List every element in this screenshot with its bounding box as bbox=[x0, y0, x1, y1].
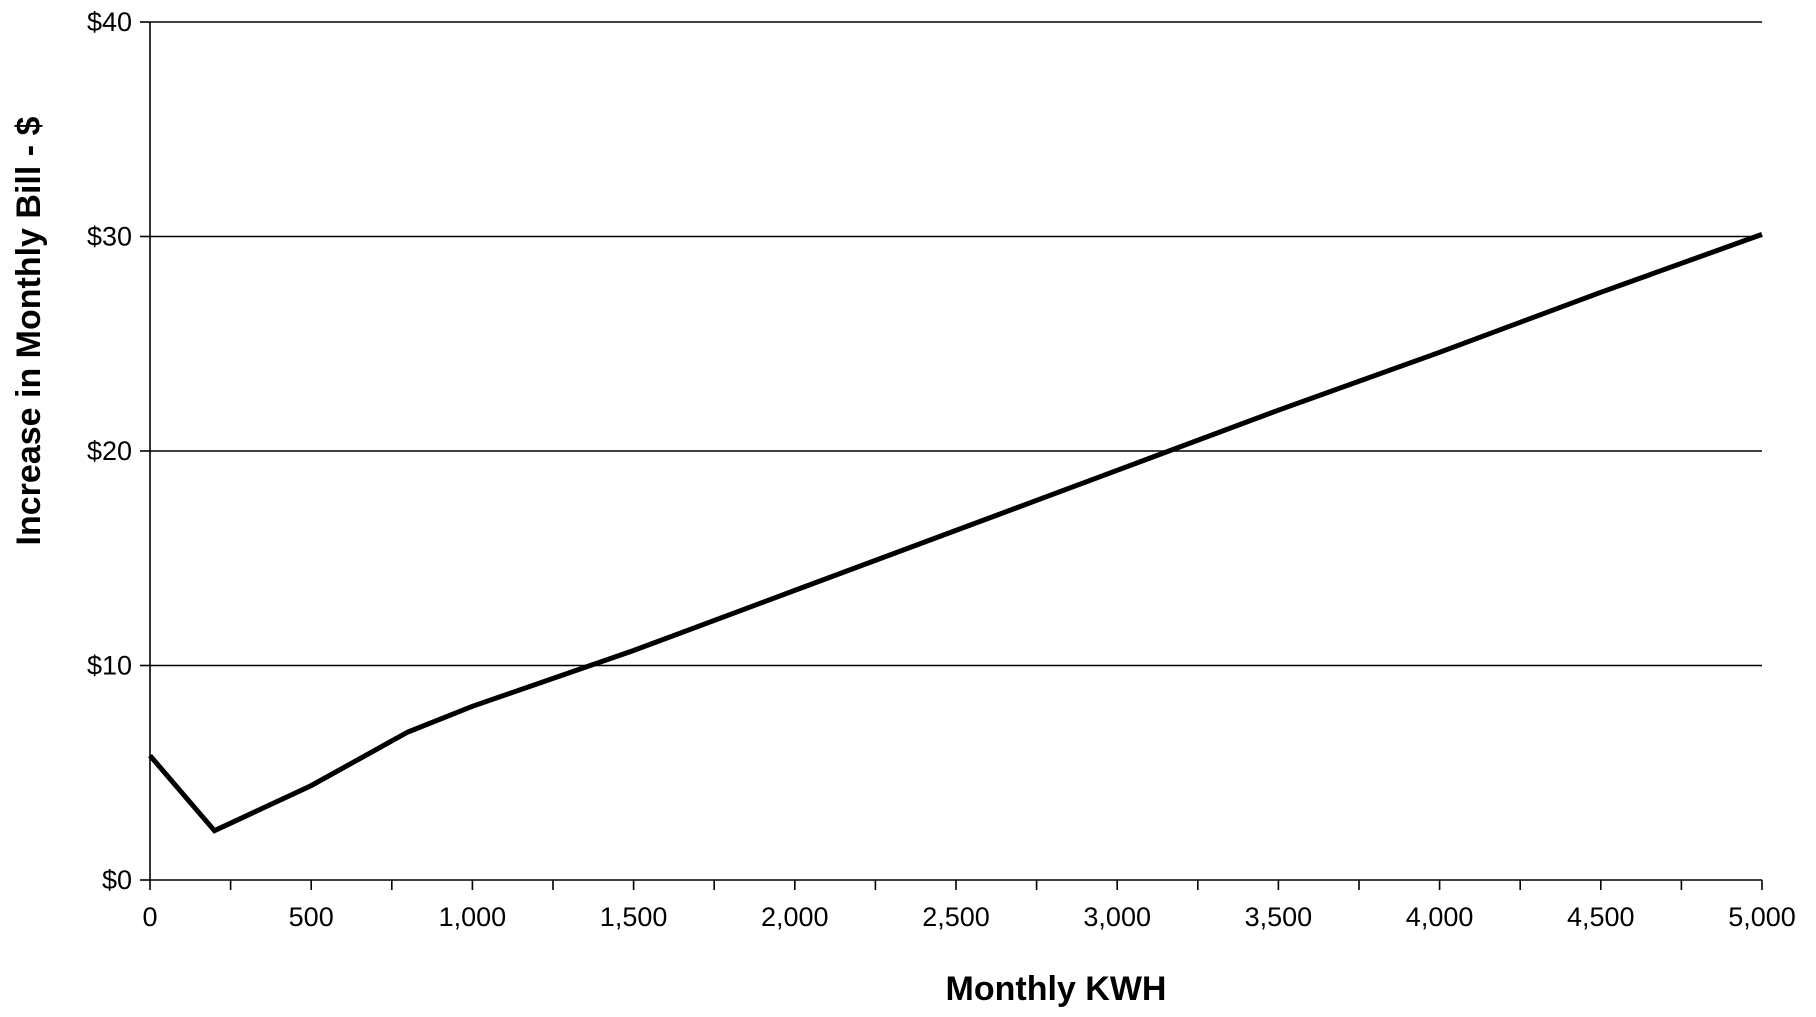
x-tick-label: 500 bbox=[289, 902, 334, 932]
y-tick-label: $10 bbox=[87, 651, 132, 681]
x-tick-label: 1,000 bbox=[439, 902, 507, 932]
series-line bbox=[148, 232, 1763, 834]
x-tick-label: 2,500 bbox=[922, 902, 990, 932]
x-tick-label: 0 bbox=[142, 902, 157, 932]
x-tick-label: 5,000 bbox=[1728, 902, 1796, 932]
y-tick-label: $0 bbox=[102, 865, 132, 895]
y-axis-title: Increase in Monthly Bill - $ bbox=[10, 116, 48, 545]
x-axis-title: Monthly KWH bbox=[946, 970, 1167, 1008]
series bbox=[148, 232, 1763, 834]
x-axis-ticks: 0 500 1,000 1,500 2,000 2,500 3,000 3,500 4,000 4… bbox=[142, 880, 1796, 932]
x-tick-label: 2,000 bbox=[761, 902, 829, 932]
x-tick-label: 4,000 bbox=[1406, 902, 1474, 932]
y-axis-ticks: $0 $10 $20 $30 $40 bbox=[87, 7, 150, 895]
y-tick-label: $20 bbox=[87, 436, 132, 466]
y-tick-label: $30 bbox=[87, 222, 132, 252]
x-tick-label: 1,500 bbox=[600, 902, 668, 932]
x-tick-label: 4,500 bbox=[1567, 902, 1635, 932]
x-tick-label: 3,000 bbox=[1083, 902, 1151, 932]
x-tick-label: 3,500 bbox=[1245, 902, 1313, 932]
y-tick-label: $40 bbox=[87, 7, 132, 37]
gridlines bbox=[150, 21, 1762, 667]
